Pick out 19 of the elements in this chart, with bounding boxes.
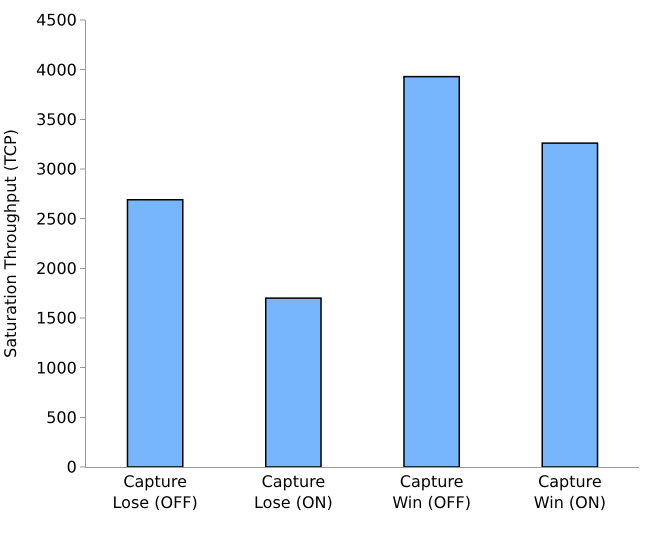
x-tick-label: Capture Win (OFF) — [392, 472, 471, 512]
bar — [403, 76, 460, 467]
y-tick-label: 3000 — [36, 160, 77, 179]
y-tick-label: 2000 — [36, 258, 77, 278]
bar — [264, 297, 322, 467]
y-tick-label: 2500 — [36, 209, 77, 228]
y-tick-label: 1500 — [36, 308, 77, 328]
x-tick-label: Capture Lose (OFF) — [112, 472, 198, 512]
y-tick-label: 3500 — [36, 110, 77, 129]
bar — [126, 199, 184, 467]
y-tick-label: 4000 — [36, 60, 77, 80]
x-tick-label: Capture Lose (ON) — [254, 472, 333, 512]
y-tick-label: 0 — [66, 458, 77, 477]
bar — [541, 142, 598, 467]
y-tick-label: 4500 — [36, 10, 77, 30]
y-axis-title: Saturation Throughput (TCP) — [0, 129, 20, 358]
y-tick-label: 500 — [46, 408, 77, 427]
x-tick-label: Capture Win (ON) — [534, 472, 606, 512]
y-tick-label: 1000 — [36, 358, 77, 378]
